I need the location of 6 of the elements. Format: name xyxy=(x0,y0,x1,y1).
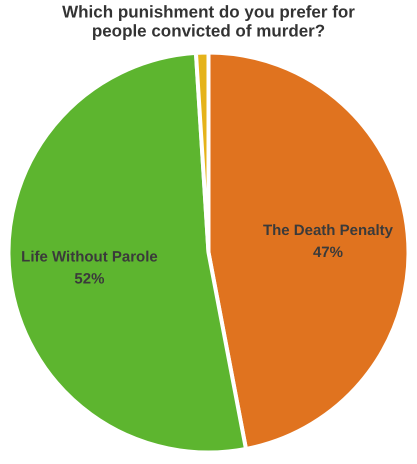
slice-label: Life Without Parole xyxy=(21,248,158,266)
data-label: 47% xyxy=(312,244,343,262)
text: Which punishment do you prefer for xyxy=(62,2,355,22)
slice-label: The Death Penalty xyxy=(262,222,394,240)
data-label: 52% xyxy=(74,270,104,288)
text: people convicted of murder? xyxy=(92,22,326,40)
